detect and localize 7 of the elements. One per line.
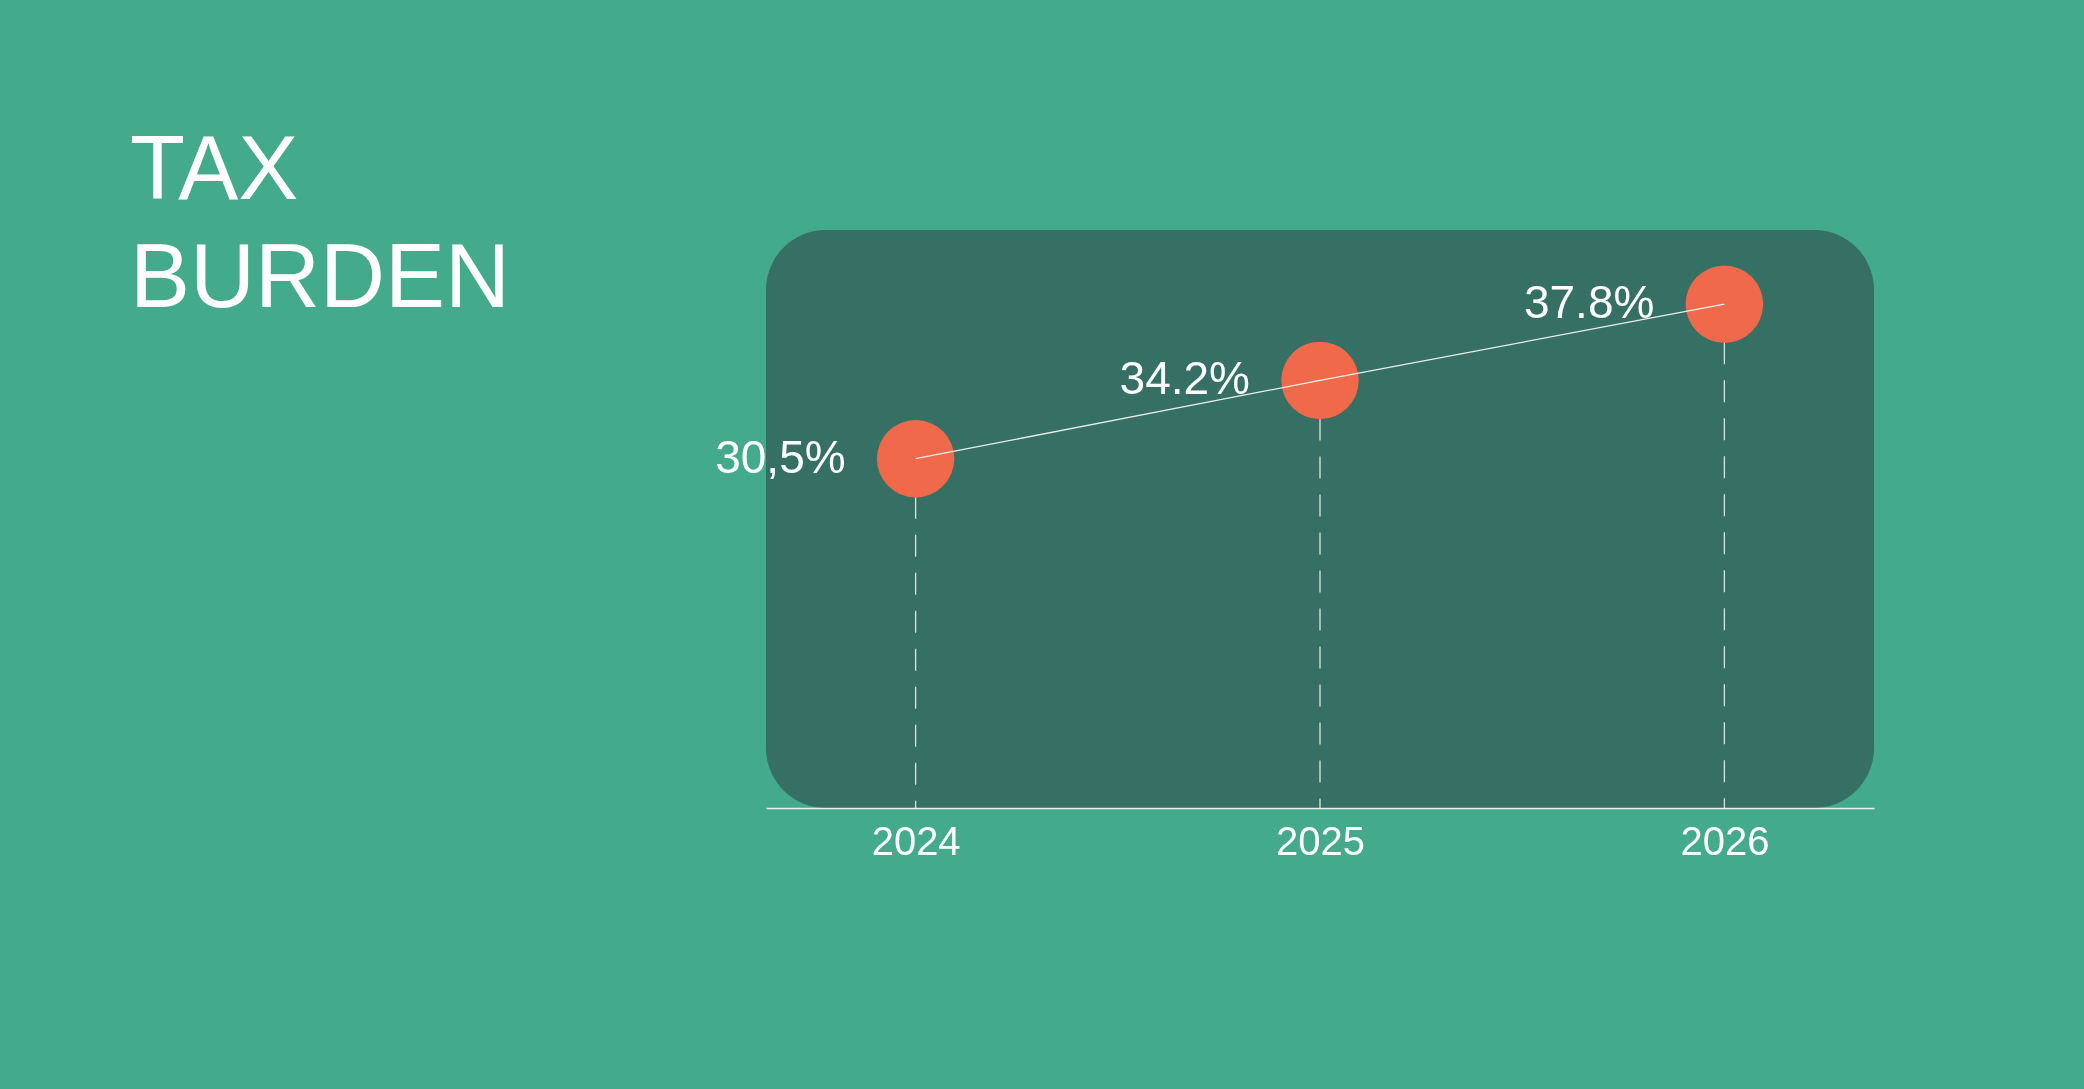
chart-title: TAX BURDEN (130, 118, 511, 326)
data-label: 37.8% (1523, 276, 1655, 329)
data-label: 30,5% (715, 430, 846, 483)
data-label: 34.2% (1119, 352, 1250, 405)
x-tick-label: 2026 (1680, 818, 1770, 863)
x-tick-label: 2025 (1276, 818, 1365, 863)
x-tick-label: 2024 (871, 818, 961, 863)
